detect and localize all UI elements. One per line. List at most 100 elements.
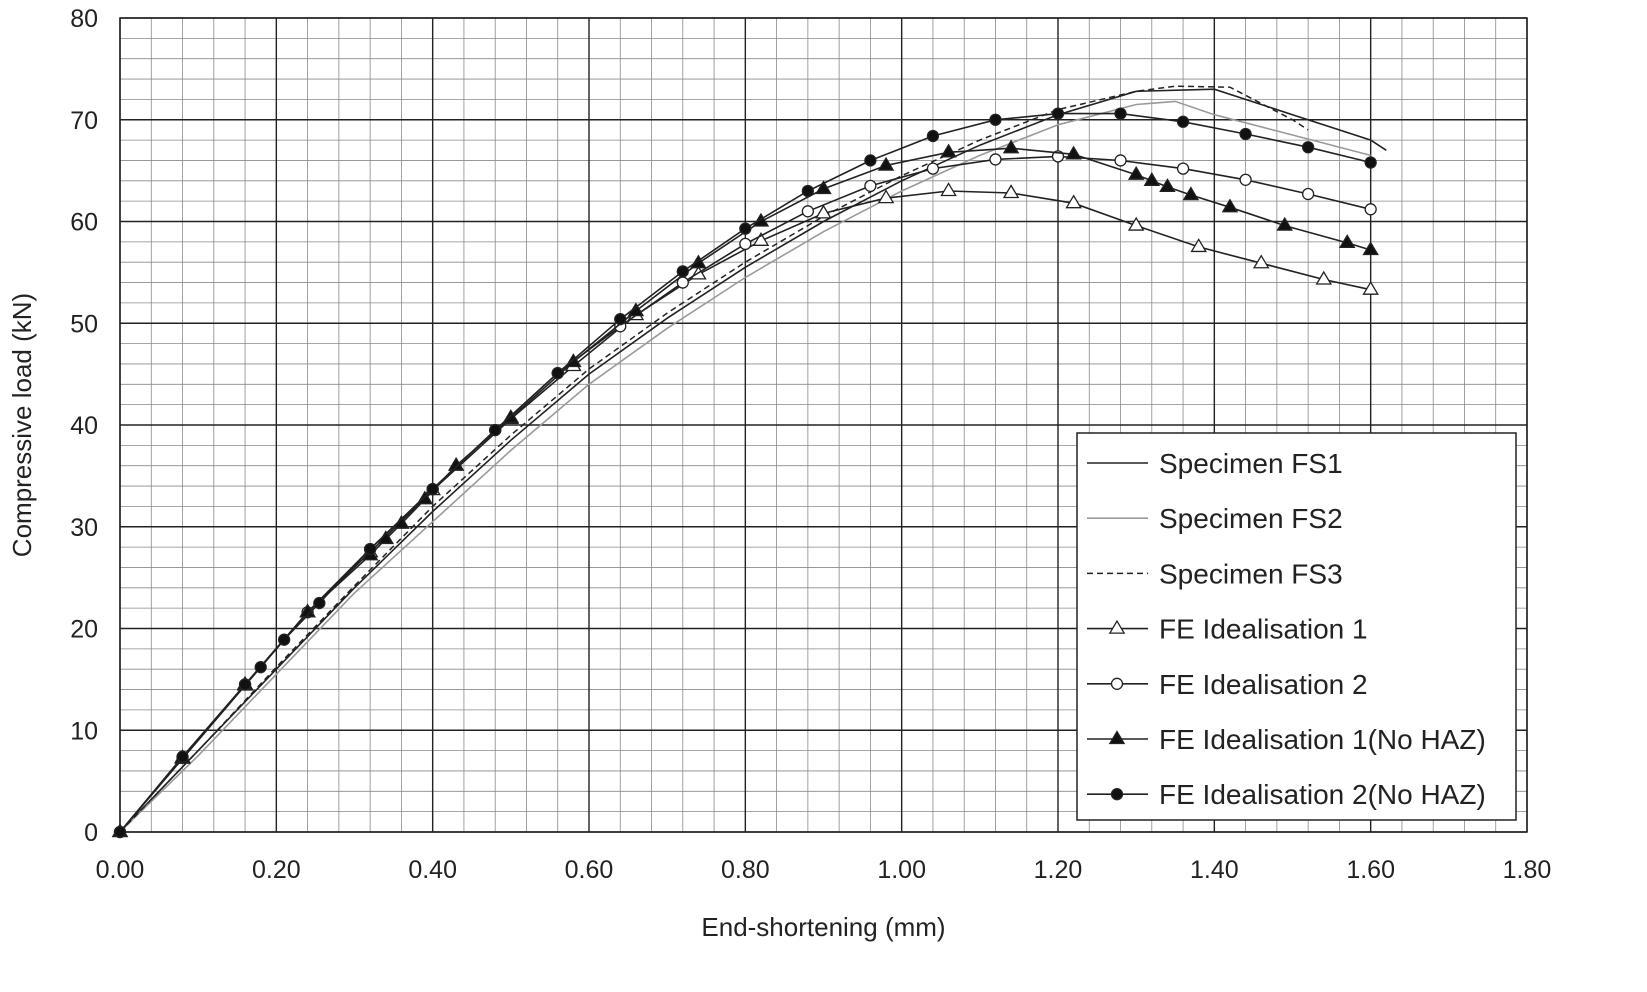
x-tick-label: 0.60: [565, 856, 614, 884]
marker-open-circle: [1110, 677, 1124, 690]
marker-filled-circle: [1301, 141, 1315, 154]
marker-open-triangle: [1252, 254, 1270, 269]
marker-open-circle: [801, 205, 815, 218]
marker-open-triangle: [1362, 280, 1379, 295]
marker-filled-circle: [614, 313, 627, 326]
marker-filled-circle: [238, 678, 252, 691]
x-tick-label: 0.20: [252, 856, 301, 884]
legend-box: [1076, 432, 1517, 821]
legend-item: Specimen FS2: [1087, 503, 1343, 534]
marker-filled-triangle: [1002, 139, 1020, 154]
marker-filled-circle: [926, 129, 940, 143]
marker-open-circle: [926, 162, 940, 175]
x-axis-tick-labels: 0.00 0.20 0.40 0.60 0.80 1.00 1.20 1.40 1.60 1.80: [96, 856, 1552, 884]
y-axis-tick-labels: 0 10 20 30 40 50 60 70 80: [70, 5, 98, 847]
x-tick-label: 0.80: [721, 856, 770, 884]
x-tick-label: 1.40: [1190, 856, 1239, 884]
marker-filled-circle: [676, 265, 689, 278]
marker-filled-circle: [864, 154, 877, 167]
legend-label: Specimen FS3: [1159, 558, 1343, 589]
marker-open-triangle: [940, 182, 957, 197]
marker-open-triangle: [877, 189, 895, 204]
marker-filled-triangle: [1127, 165, 1145, 180]
series-layer: [111, 85, 1387, 839]
marker-filled-circle: [551, 366, 564, 380]
marker-open-triangle: [1002, 184, 1020, 199]
marker-open-circle: [1301, 187, 1315, 201]
marker-filled-triangle: [1276, 216, 1293, 231]
x-tick-label: 1.80: [1503, 856, 1552, 884]
marker-filled-circle: [739, 222, 752, 235]
marker-filled-circle: [1239, 127, 1252, 141]
marker-filled-triangle: [815, 180, 832, 195]
marker-filled-triangle: [1182, 186, 1200, 201]
marker-open-triangle: [815, 204, 832, 219]
marker-open-triangle: [1315, 270, 1333, 285]
series-2: [119, 100, 1371, 833]
series-3: [119, 85, 1309, 833]
marker-open-circle: [1364, 203, 1377, 216]
marker-open-circle: [1114, 154, 1127, 167]
x-tick-label: 0.40: [408, 856, 457, 884]
marker-filled-circle: [489, 423, 502, 437]
marker-filled-triangle: [690, 254, 707, 269]
marker-open-circle: [1176, 162, 1190, 175]
marker-filled-triangle: [627, 302, 645, 317]
marker-filled-triangle: [1338, 234, 1356, 249]
legend-label: FE Idealisation 1(No HAZ): [1159, 724, 1486, 755]
marker-filled-circle: [363, 542, 377, 556]
legend: Specimen FS1 Specimen FS2 Specimen FS3 FE I…: [1076, 432, 1517, 821]
marker-filled-circle: [113, 825, 127, 839]
marker-open-circle: [1239, 173, 1252, 186]
marker-filled-circle: [801, 184, 815, 198]
marker-filled-triangle: [1143, 172, 1161, 186]
marker-filled-triangle: [1362, 241, 1379, 256]
legend-label: FE Idealisation 1: [1159, 614, 1368, 645]
marker-filled-circle: [313, 596, 326, 610]
x-axis-title: End-shortening (mm): [701, 912, 945, 942]
marker-filled-triangle: [940, 143, 957, 158]
y-tick-label: 80: [70, 5, 98, 33]
marker-filled-circle: [1110, 788, 1124, 801]
legend-item: Specimen FS3: [1087, 558, 1343, 589]
marker-open-triangle: [1108, 619, 1126, 634]
marker-open-circle: [739, 237, 752, 251]
series-line: [119, 100, 1371, 833]
legend-label: Specimen FS1: [1159, 448, 1343, 479]
x-tick-label: 0.00: [96, 856, 145, 884]
legend-item: FE Idealisation 1: [1087, 614, 1368, 645]
marker-filled-triangle: [877, 156, 895, 171]
legend-item: FE Idealisation 2(No HAZ): [1087, 779, 1486, 810]
marker-open-triangle: [1065, 194, 1082, 209]
marker-filled-circle: [277, 633, 291, 646]
y-tick-label: 20: [70, 616, 98, 644]
marker-filled-triangle: [1108, 730, 1126, 745]
marker-filled-triangle: [1065, 145, 1082, 160]
series-7: [113, 107, 1377, 839]
legend-item: Specimen FS1: [1087, 448, 1343, 479]
marker-filled-triangle: [1221, 198, 1239, 213]
legend-item: FE Idealisation 1(No HAZ): [1087, 724, 1486, 755]
series-1: [119, 88, 1387, 833]
legend-item: FE Idealisation 2: [1087, 669, 1368, 700]
x-tick-label: 1.00: [877, 856, 926, 884]
y-tick-label: 70: [70, 107, 98, 135]
y-tick-label: 0: [84, 819, 98, 847]
y-tick-label: 60: [70, 209, 98, 237]
marker-open-circle: [864, 179, 877, 193]
marker-filled-circle: [1364, 156, 1377, 169]
marker-open-triangle: [1190, 238, 1207, 253]
marker-open-triangle: [752, 232, 770, 246]
y-tick-label: 40: [70, 412, 98, 440]
y-tick-label: 50: [70, 310, 98, 338]
marker-filled-triangle: [1159, 178, 1176, 193]
legend-label: FE Idealisation 2(No HAZ): [1159, 779, 1486, 810]
marker-filled-circle: [1114, 107, 1127, 120]
y-axis-title: Compressive load (kN): [7, 293, 37, 557]
x-tick-label: 1.60: [1346, 856, 1395, 884]
marker-filled-circle: [426, 482, 439, 496]
marker-open-triangle: [1127, 216, 1145, 231]
plot-area-frame: [119, 17, 1528, 833]
marker-open-circle: [989, 153, 1002, 166]
